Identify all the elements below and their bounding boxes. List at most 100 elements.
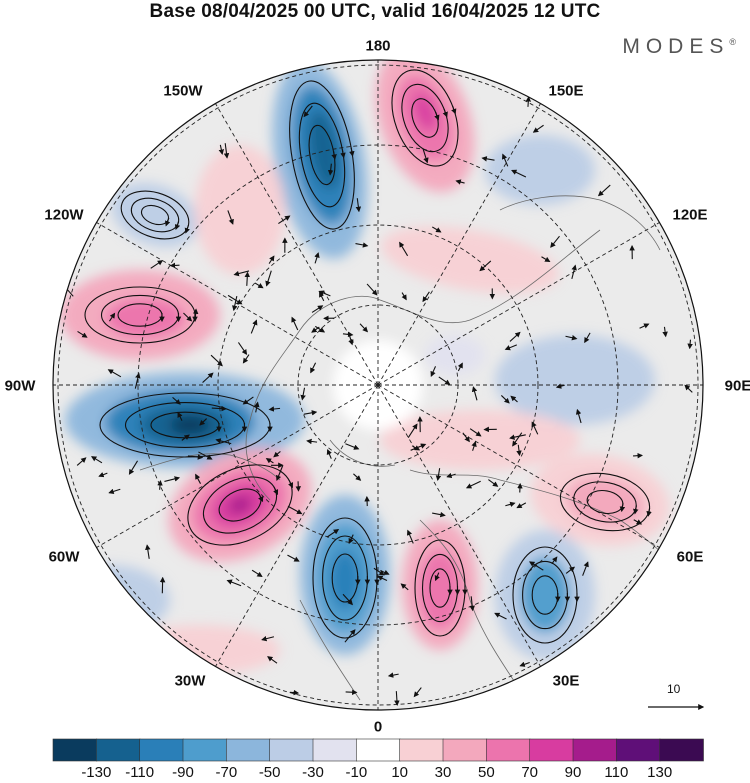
stream-arrow <box>184 224 190 234</box>
wind-vector <box>469 596 475 612</box>
map-title: Base 08/04/2025 00 UTC, valid 16/04/2025… <box>149 1 601 22</box>
colorbar-swatch <box>226 738 271 762</box>
wind-vector <box>192 308 199 321</box>
streamlines <box>62 69 693 706</box>
wind-vector <box>98 472 108 478</box>
wind-vector <box>407 529 414 544</box>
wind-vector <box>510 395 518 403</box>
wind-vector <box>380 569 390 575</box>
wind-vector <box>353 473 362 481</box>
wind-vector <box>377 575 388 581</box>
wind-vector <box>555 383 565 389</box>
wind-vector <box>359 323 369 333</box>
wind-vector <box>531 421 539 435</box>
anomaly-blob <box>495 335 655 425</box>
stream-arrow <box>633 505 639 515</box>
wind-vector <box>267 656 278 664</box>
wind-vector <box>287 554 300 562</box>
wind-vector <box>430 366 437 377</box>
wind-vector <box>469 428 482 437</box>
wind-vector <box>438 376 451 385</box>
colorbar-swatch <box>52 738 98 762</box>
wind-vector <box>519 661 530 667</box>
wind-vector <box>348 534 354 545</box>
latitude-circle <box>57 64 699 706</box>
stream-arrow <box>258 493 264 503</box>
wind-vector <box>662 326 668 338</box>
colorbar-swatch <box>182 738 228 762</box>
colorbar-swatch <box>659 738 704 762</box>
stream-arrow <box>165 217 171 227</box>
wind-vector <box>145 544 151 559</box>
colorbar-swatch <box>442 738 488 762</box>
stream-arrow <box>273 486 279 496</box>
wind-vector <box>597 184 611 197</box>
colorbar-label: -110 <box>125 764 155 781</box>
wind-vector <box>344 629 356 643</box>
wind-vector <box>575 408 582 424</box>
colorbar-swatch <box>616 738 661 762</box>
wind-vector <box>422 148 429 164</box>
anomaly-blob <box>413 92 437 132</box>
meridian-line <box>377 222 660 386</box>
stream-arrow <box>451 105 457 115</box>
wind-vector <box>516 502 527 509</box>
latitude-circle <box>217 224 539 546</box>
anomaly-blob <box>111 182 199 248</box>
wind-vector <box>107 369 122 378</box>
wind-vector <box>551 556 558 565</box>
meridian-line <box>377 384 660 548</box>
stream-arrow <box>442 108 448 118</box>
anomaly-blob <box>330 550 360 610</box>
wind-vector <box>265 270 272 287</box>
wind-vector <box>529 561 544 571</box>
wind-vector <box>326 448 332 459</box>
wind-vector <box>128 460 139 475</box>
stream-arrow <box>331 150 337 160</box>
wind-vector <box>202 372 214 383</box>
wind-vector <box>373 567 385 576</box>
wind-vector <box>223 143 230 159</box>
coastline <box>299 229 601 331</box>
wind-vector <box>303 105 313 118</box>
wind-vector <box>218 144 225 155</box>
wind-vector <box>684 384 693 393</box>
longitude-label-150e: 150E <box>548 82 584 100</box>
stream-arrow <box>340 149 346 159</box>
longitude-label-180: 180 <box>365 37 391 55</box>
anomaly-blob <box>228 496 252 514</box>
longitude-label-0: 0 <box>373 718 383 736</box>
wind-vector <box>500 395 510 404</box>
meridian-line <box>96 384 379 548</box>
anomaly-blob <box>418 550 462 630</box>
wind-vector <box>455 179 465 185</box>
colorbar-label: 70 <box>521 764 538 781</box>
wind-vector <box>525 96 532 107</box>
wind-vector <box>233 270 250 277</box>
wind-vector <box>512 432 523 447</box>
wind-vector <box>387 672 399 678</box>
stream-arrow <box>288 479 294 489</box>
wind-vector <box>471 386 478 401</box>
wind-vector <box>633 519 643 525</box>
wind-vector <box>401 292 407 301</box>
wind-vector <box>273 450 281 458</box>
wind-vector <box>77 330 88 338</box>
coastline <box>139 453 281 481</box>
meridian-line <box>215 103 379 386</box>
wind-vector <box>109 312 116 322</box>
longitude-label-30e: 30E <box>552 672 580 690</box>
colorbar-swatch <box>572 738 618 762</box>
wind-vector <box>254 401 260 413</box>
wind-vector <box>76 457 87 466</box>
wind-vector <box>210 354 223 367</box>
colorbar-label: 10 <box>391 764 408 781</box>
wind-vector <box>505 501 516 507</box>
wind-vector <box>366 283 378 296</box>
wind-vector <box>327 163 334 176</box>
wind-vector <box>314 252 320 264</box>
wind-vector <box>268 406 281 412</box>
meridian-line <box>215 384 379 667</box>
stream-arrow <box>174 221 181 231</box>
registered-mark: ® <box>729 37 736 47</box>
